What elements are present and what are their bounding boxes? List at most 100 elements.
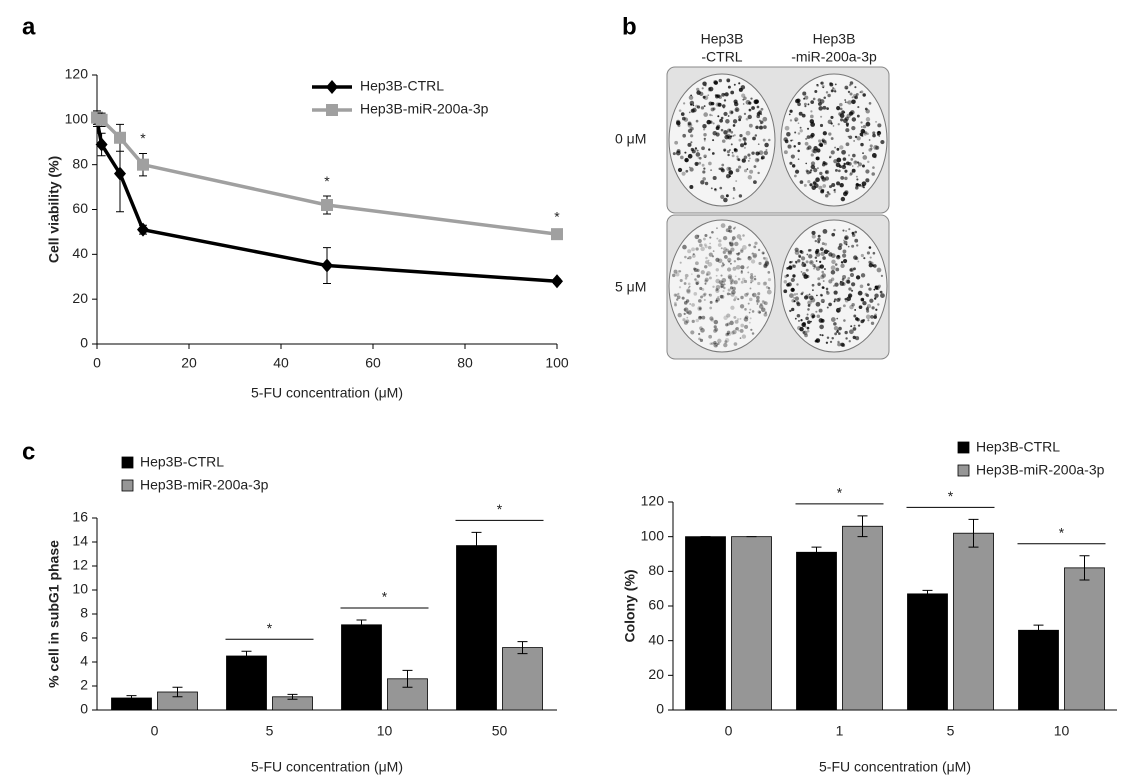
colony xyxy=(705,256,708,260)
colony xyxy=(744,308,747,311)
colony xyxy=(729,242,734,247)
significance: * xyxy=(497,501,503,517)
error-bar xyxy=(126,695,137,701)
colony xyxy=(869,144,873,148)
colony xyxy=(753,180,757,185)
colony xyxy=(815,301,821,307)
colony xyxy=(690,126,694,131)
colony xyxy=(710,107,715,112)
colony xyxy=(789,293,794,298)
colony xyxy=(740,280,744,284)
colony xyxy=(873,264,877,268)
colony xyxy=(811,185,817,190)
colony xyxy=(803,97,806,100)
colony xyxy=(820,251,825,257)
colony xyxy=(836,329,839,332)
colony xyxy=(700,246,705,252)
colony xyxy=(846,101,849,104)
colony xyxy=(701,87,704,90)
colony xyxy=(694,147,698,150)
colony xyxy=(685,299,690,303)
colony xyxy=(756,105,760,109)
colony xyxy=(848,83,852,87)
colony xyxy=(843,111,846,114)
colony xyxy=(848,287,852,291)
colony xyxy=(695,280,700,285)
colony xyxy=(851,282,856,287)
y-axis-title: Colony (%) xyxy=(622,569,638,642)
colony xyxy=(806,127,810,130)
colony xyxy=(829,82,832,85)
colony xyxy=(703,137,706,140)
y-tick-label: 12 xyxy=(72,557,88,573)
colony xyxy=(833,290,838,295)
colony xyxy=(744,292,749,297)
colony xyxy=(747,175,753,180)
marker xyxy=(137,158,149,171)
colony xyxy=(677,269,681,273)
colony xyxy=(734,296,738,300)
colony xyxy=(750,279,754,283)
colony xyxy=(732,124,736,127)
colony xyxy=(729,110,734,115)
colony xyxy=(737,158,741,162)
colony xyxy=(873,315,877,319)
colony xyxy=(720,116,724,120)
y-tick-label: 2 xyxy=(80,677,88,693)
marker xyxy=(95,137,108,152)
colony xyxy=(853,255,858,260)
colony xyxy=(733,134,736,137)
colony xyxy=(738,87,743,92)
colony xyxy=(821,177,827,182)
colony xyxy=(712,130,717,136)
colony xyxy=(817,167,819,169)
colony xyxy=(727,85,731,89)
colony xyxy=(797,259,801,263)
colony xyxy=(848,228,851,231)
colony xyxy=(688,111,691,114)
colony xyxy=(819,324,824,330)
colony xyxy=(822,286,825,290)
colony xyxy=(699,338,704,342)
colony xyxy=(725,119,730,124)
colony xyxy=(718,280,723,285)
colony xyxy=(819,293,823,297)
colony xyxy=(720,283,725,288)
legend-label: Hep3B-miR-200a-3p xyxy=(360,101,489,117)
colony xyxy=(845,142,850,147)
colony xyxy=(831,336,834,340)
marker xyxy=(95,113,108,126)
colony xyxy=(696,90,701,95)
colony xyxy=(693,269,697,272)
colony xyxy=(687,122,693,128)
colony xyxy=(824,242,828,246)
colony xyxy=(704,156,706,159)
colony xyxy=(717,243,722,247)
colony xyxy=(809,183,813,187)
colony xyxy=(856,244,859,247)
colony xyxy=(739,304,745,309)
colony xyxy=(765,285,769,289)
colony xyxy=(826,191,830,194)
colony xyxy=(690,330,695,335)
legend-swatch xyxy=(957,441,970,454)
colony xyxy=(855,186,859,190)
colony xyxy=(804,105,807,108)
colony xyxy=(810,297,816,303)
colony xyxy=(699,326,703,330)
colony xyxy=(722,263,725,267)
colony xyxy=(715,278,721,284)
colony xyxy=(801,262,806,268)
colony xyxy=(704,245,708,249)
error-bar xyxy=(968,518,979,548)
colony xyxy=(786,131,791,137)
colony xyxy=(846,113,851,119)
colony xyxy=(721,262,724,265)
colony xyxy=(674,303,677,307)
colony xyxy=(761,307,766,312)
colony xyxy=(713,342,719,348)
colony xyxy=(712,107,716,111)
colony xyxy=(799,126,802,129)
colony xyxy=(866,309,870,313)
colony xyxy=(833,190,837,194)
